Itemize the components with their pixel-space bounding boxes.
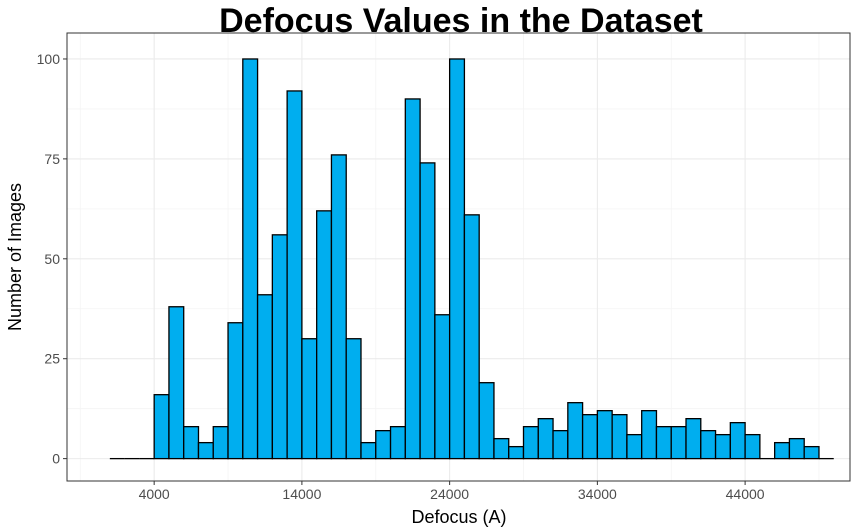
histogram-bar: [537, 418, 554, 460]
histogram-bar: [670, 425, 687, 460]
x-tick-label: 44000: [726, 486, 765, 502]
histogram-bar: [301, 338, 318, 460]
x-tick-label: 34000: [578, 486, 617, 502]
y-tick-label: 25: [44, 351, 60, 367]
histogram-bar: [227, 322, 244, 460]
y-tick-label: 50: [44, 251, 60, 267]
y-axis-title: Number of Images: [5, 183, 25, 331]
x-axis-title: Defocus (A): [411, 507, 506, 527]
histogram-bar: [774, 441, 791, 460]
histogram-bar: [316, 210, 333, 460]
histogram-bar: [419, 162, 436, 460]
histogram-bar: [345, 338, 362, 460]
y-tick-label: 0: [52, 451, 60, 467]
histogram-bar: [567, 402, 584, 460]
histogram-bar: [375, 429, 392, 460]
histogram-bar: [168, 306, 185, 460]
histogram-bar: [434, 314, 451, 460]
histogram-bar: [183, 425, 200, 460]
histogram-bar: [197, 441, 214, 460]
histogram-bar: [286, 90, 303, 460]
x-tick-label: 24000: [430, 486, 469, 502]
panel-border: [66, 32, 851, 482]
y-tick-label: 75: [44, 151, 60, 167]
histogram-bar: [685, 418, 702, 460]
histogram-bar: [522, 425, 539, 460]
histogram-bar: [626, 433, 643, 460]
histogram-bar: [256, 294, 274, 460]
histogram-bar: [655, 425, 672, 460]
histogram-bar: [153, 394, 170, 460]
histogram-bar: [744, 433, 761, 460]
histogram-bar: [611, 414, 628, 460]
histogram-bar: [714, 433, 731, 460]
histogram-bar: [448, 58, 466, 460]
histogram-bar: [271, 234, 288, 460]
histogram-bar: [508, 445, 525, 460]
histogram-bar: [552, 429, 569, 460]
histogram-bars: [109, 58, 834, 460]
histogram-bar: [596, 410, 613, 460]
histogram-bar: [360, 441, 377, 460]
x-tick-label: 14000: [282, 486, 321, 502]
axis-ticks: 4000 14000 24000 34000 44000 0 25 50 75 100: [37, 51, 765, 502]
histogram-bar: [212, 425, 229, 460]
histogram-bar: [729, 422, 746, 460]
histogram-bar: [700, 429, 717, 460]
histogram-bar: [404, 98, 421, 460]
histogram-bar: [463, 214, 480, 460]
x-tick-label: 4000: [139, 486, 170, 502]
histogram-bar: [242, 58, 259, 460]
histogram-bar: [641, 410, 658, 460]
histogram-bar: [389, 425, 406, 460]
histogram-bar: [493, 437, 510, 460]
histogram-bar: [478, 382, 495, 460]
histogram-bar: [788, 437, 805, 460]
histogram-bar: [581, 414, 599, 460]
histogram-bar: [330, 154, 347, 460]
chart-title: Defocus Values in the Dataset: [219, 2, 703, 40]
y-tick-label: 100: [37, 51, 61, 67]
histogram-bar: [803, 445, 820, 460]
